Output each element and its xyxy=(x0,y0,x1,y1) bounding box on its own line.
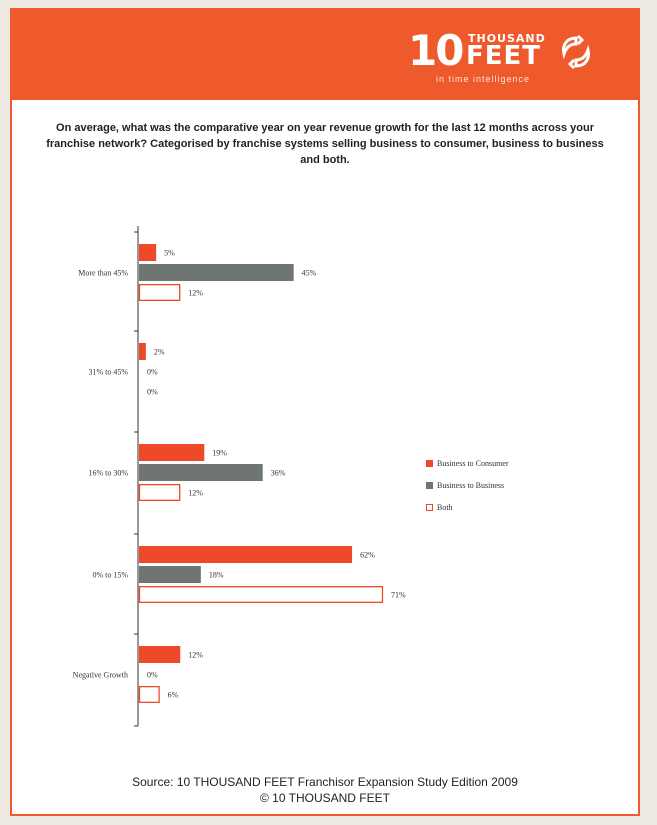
data-label: 5% xyxy=(164,249,175,258)
category-label: 31% to 45% xyxy=(88,368,128,377)
category-label: 0% to 15% xyxy=(92,571,128,580)
logo-thousand: THOUSAND xyxy=(468,32,546,45)
bar xyxy=(138,483,181,501)
data-label: 12% xyxy=(188,289,203,298)
bar xyxy=(139,546,353,563)
legend-swatch xyxy=(426,503,433,511)
bar xyxy=(139,464,263,481)
category-label: 16% to 30% xyxy=(88,469,128,478)
legend-label: Business to Business xyxy=(437,480,505,490)
bar xyxy=(138,586,384,604)
logo-feet: FEET xyxy=(466,41,542,71)
logo-tagline: in time intelligence xyxy=(436,74,531,84)
bar xyxy=(139,444,205,461)
logo-number: 10 xyxy=(408,26,464,75)
bar xyxy=(139,566,201,583)
data-label: 18% xyxy=(209,571,224,580)
data-label: 62% xyxy=(360,551,375,560)
legend-item: Both xyxy=(426,496,509,518)
legend-swatch xyxy=(426,481,433,489)
bar xyxy=(139,244,157,261)
legend-label: Business to Consumer xyxy=(437,458,509,468)
legend-swatch xyxy=(426,459,433,467)
legend-label: Both xyxy=(437,502,453,512)
company-logo: 10 THOUSAND FEET in time intelligence xyxy=(408,26,598,90)
data-label: 2% xyxy=(154,348,165,357)
bar xyxy=(139,343,146,360)
data-label: 0% xyxy=(147,368,158,377)
swirl-logo-icon xyxy=(562,34,590,70)
footer: Source: 10 THOUSAND FEET Franchisor Expa… xyxy=(12,774,638,806)
chart-title: On average, what was the comparative yea… xyxy=(46,122,604,166)
data-label: 19% xyxy=(212,449,227,458)
report-page: 10 THOUSAND FEET in time intelligence On… xyxy=(10,8,640,816)
data-label: 12% xyxy=(188,651,203,660)
bar xyxy=(138,686,160,704)
data-label: 0% xyxy=(147,388,158,397)
bar-chart: More than 45% 5% 45% 12% 31% to 45% 2% 0% 0% 16%… xyxy=(73,226,406,727)
legend-item: Business to Business xyxy=(426,474,509,496)
source-note: Source: 10 THOUSAND FEET Franchisor Expa… xyxy=(132,775,518,789)
data-label: 45% xyxy=(302,269,317,278)
data-label: 6% xyxy=(168,691,179,700)
data-label: 36% xyxy=(271,469,286,478)
header-banner: 10 THOUSAND FEET in time intelligence xyxy=(12,10,638,100)
bar xyxy=(139,264,294,281)
copyright-note: © 10 THOUSAND FEET xyxy=(260,791,390,805)
data-label: 12% xyxy=(188,489,203,498)
data-label: 0% xyxy=(147,671,158,680)
category-label: Negative Growth xyxy=(73,671,128,680)
legend-item: Business to Consumer xyxy=(426,452,509,474)
chart-legend: Business to Consumer Business to Business… xyxy=(426,452,509,518)
data-label: 71% xyxy=(391,591,406,600)
category-label: More than 45% xyxy=(78,269,128,278)
bar xyxy=(139,646,181,663)
bar xyxy=(138,283,181,301)
